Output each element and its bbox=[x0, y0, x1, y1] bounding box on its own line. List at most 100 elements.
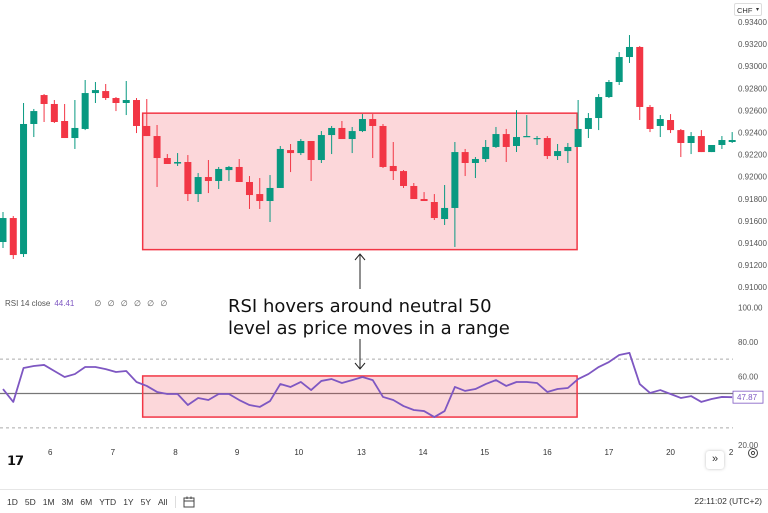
candle-body bbox=[338, 128, 345, 139]
candle-body bbox=[277, 149, 284, 188]
candle bbox=[585, 113, 592, 138]
candle bbox=[605, 80, 612, 98]
candle-body bbox=[0, 218, 7, 242]
candle-body bbox=[267, 188, 274, 201]
candle bbox=[667, 114, 674, 133]
rsi-tick-label: 100.00 bbox=[738, 304, 763, 313]
candle-body bbox=[451, 152, 458, 208]
candle-body bbox=[677, 130, 684, 143]
candle bbox=[102, 84, 109, 100]
clock-timezone[interactable]: 22:11:02 (UTC+2) bbox=[694, 496, 762, 506]
price-tick-label: 0.93000 bbox=[738, 62, 767, 71]
range-1d[interactable]: 1D bbox=[7, 497, 18, 507]
price-tick-label: 0.93200 bbox=[738, 40, 767, 49]
range-1m[interactable]: 1M bbox=[43, 497, 55, 507]
candle-body bbox=[523, 136, 530, 137]
candle-body bbox=[564, 147, 571, 151]
calendar-icon[interactable] bbox=[183, 496, 195, 508]
candle-body bbox=[51, 104, 58, 122]
candle-body bbox=[431, 202, 438, 218]
candle-body bbox=[729, 140, 736, 142]
candle bbox=[626, 35, 633, 63]
price-axis[interactable]: 0.934000.932000.930000.928000.926000.924… bbox=[738, 18, 767, 292]
time-tick-label: 16 bbox=[543, 448, 552, 457]
range-6m[interactable]: 6M bbox=[80, 497, 92, 507]
range-5y[interactable]: 5Y bbox=[141, 497, 151, 507]
range-ytd[interactable]: YTD bbox=[99, 497, 116, 507]
candle-body bbox=[482, 147, 489, 159]
range-5d[interactable]: 5D bbox=[25, 497, 36, 507]
price-tick-label: 0.91200 bbox=[738, 261, 767, 270]
candle-body bbox=[246, 182, 253, 195]
price-tick-label: 0.91000 bbox=[738, 283, 767, 292]
toolbar-divider bbox=[175, 496, 176, 508]
candle-body bbox=[575, 129, 582, 147]
tradingview-logo[interactable]: 𝟭𝟳 bbox=[7, 453, 23, 469]
price-tick-label: 0.92800 bbox=[738, 84, 767, 93]
candle-body bbox=[657, 119, 664, 126]
candle bbox=[616, 52, 623, 85]
rsi-legend-label: RSI 14 close bbox=[5, 299, 50, 308]
range-3m[interactable]: 3M bbox=[62, 497, 74, 507]
candle-body bbox=[225, 167, 232, 170]
candle-body bbox=[328, 128, 335, 135]
candle-body bbox=[421, 199, 428, 201]
candle bbox=[10, 216, 17, 259]
highlight-rectangle bbox=[143, 113, 577, 249]
candle-body bbox=[154, 136, 161, 158]
scroll-to-realtime-button[interactable]: » bbox=[706, 451, 724, 469]
range-1y[interactable]: 1Y bbox=[123, 497, 133, 507]
price-tick-label: 0.91800 bbox=[738, 195, 767, 204]
candle bbox=[595, 94, 602, 130]
candle bbox=[133, 98, 140, 133]
candle-body bbox=[10, 218, 17, 255]
candle-body bbox=[544, 138, 551, 156]
candle bbox=[729, 132, 736, 143]
candle bbox=[112, 97, 119, 111]
rsi-current-value-label: 47.87 bbox=[737, 393, 758, 402]
candle-body bbox=[390, 166, 397, 171]
time-tick-label: 7 bbox=[111, 448, 116, 457]
currency-selector[interactable]: CHF▾ bbox=[734, 3, 762, 16]
time-tick-label: 6 bbox=[48, 448, 53, 457]
double-chevron-right-icon: » bbox=[712, 453, 718, 465]
candle bbox=[677, 129, 684, 157]
candle-body bbox=[359, 119, 366, 131]
candle-body bbox=[174, 162, 181, 164]
candle-body bbox=[400, 171, 407, 186]
annotation-line-2: level as price moves in a range bbox=[228, 318, 510, 340]
candle bbox=[71, 100, 78, 149]
candle-body bbox=[20, 124, 27, 254]
candle-body bbox=[256, 194, 263, 201]
candle bbox=[318, 131, 325, 163]
price-tick-label: 0.93400 bbox=[738, 18, 767, 27]
candle-body bbox=[410, 186, 417, 199]
bottom-toolbar: 1D 5D 1M 3M 6M YTD 1Y 5Y All 22:11:02 (U… bbox=[0, 489, 768, 513]
candle-body bbox=[379, 126, 386, 167]
candle-body bbox=[61, 121, 68, 138]
candle-body bbox=[143, 126, 150, 136]
candle-body bbox=[71, 128, 78, 138]
time-tick-label: 9 bbox=[235, 448, 240, 457]
price-tick-label: 0.92600 bbox=[738, 106, 767, 115]
candle bbox=[297, 139, 304, 155]
candle-body bbox=[492, 134, 499, 147]
rsi-tick-label: 80.00 bbox=[738, 338, 759, 347]
candle-body bbox=[215, 169, 222, 181]
candle-body bbox=[503, 134, 510, 147]
candle bbox=[20, 103, 27, 257]
rsi-range-highlight-box bbox=[143, 376, 577, 417]
candle-body bbox=[287, 150, 294, 153]
candle-body bbox=[82, 93, 89, 129]
candle-body bbox=[698, 136, 705, 152]
range-all[interactable]: All bbox=[158, 497, 167, 507]
candle bbox=[41, 94, 48, 122]
candle bbox=[51, 100, 58, 123]
candle bbox=[61, 104, 68, 138]
price-tick-label: 0.92000 bbox=[738, 173, 767, 182]
annotation-line-1: RSI hovers around neutral 50 bbox=[228, 296, 510, 318]
